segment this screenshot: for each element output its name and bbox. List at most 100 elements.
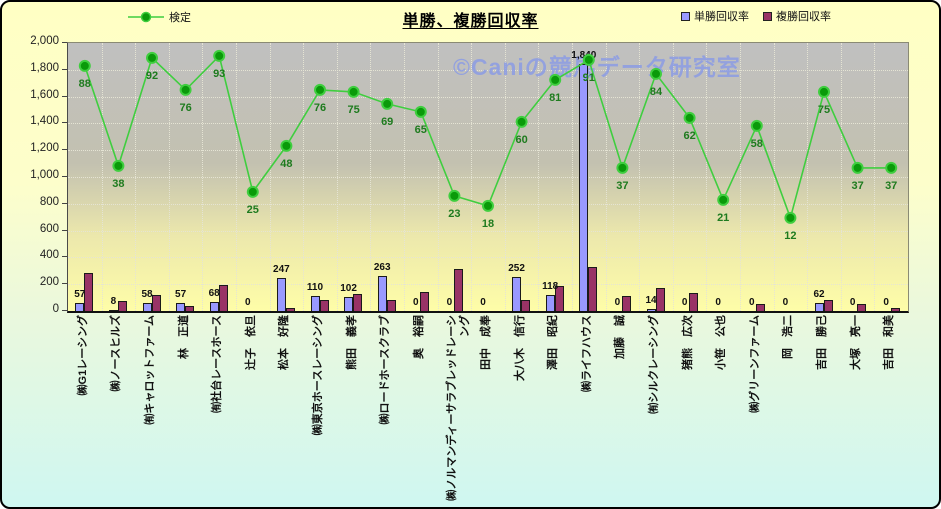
x-axis-label: 澤田 昭紀 xyxy=(547,315,560,370)
line-value-label: 84 xyxy=(650,86,663,98)
y-axis-label: 1,200 xyxy=(30,142,59,155)
y-axis-tick xyxy=(62,229,67,231)
line-value-label: 21 xyxy=(717,212,729,224)
x-axis-label: ㈲社台レースホース xyxy=(211,315,224,413)
line-point xyxy=(515,115,528,128)
y-axis-tick xyxy=(62,42,67,43)
line-point xyxy=(650,67,662,80)
h-gridline xyxy=(68,177,908,178)
bar-value-label: 14 xyxy=(645,295,657,307)
x-axis-label: 田中 成奉 xyxy=(480,315,492,370)
bar-value-label: 0 xyxy=(681,297,688,308)
bar-value-label: 57 xyxy=(74,289,86,301)
v-gridline xyxy=(672,43,674,311)
bar-value-label: 0 xyxy=(883,297,889,308)
y-axis-label: 1,400 xyxy=(30,115,59,128)
v-gridline xyxy=(370,43,372,311)
y-axis-label: 600 xyxy=(39,222,59,235)
x-axis-label: 辻子 依旦 xyxy=(244,315,257,370)
v-gridline xyxy=(706,43,708,311)
bar-place-rate xyxy=(319,300,329,311)
line-point xyxy=(146,51,158,64)
bar-win-rate xyxy=(545,295,555,311)
bar-value-label: 0 xyxy=(614,297,621,308)
bar-win-rate xyxy=(344,297,354,311)
v-gridline xyxy=(605,43,607,311)
legend-line-series: 検定 xyxy=(127,9,191,25)
bar-place-rate xyxy=(823,299,833,311)
line-point xyxy=(246,185,259,198)
line-point xyxy=(213,49,226,62)
bar-place-rate xyxy=(554,286,564,311)
y-axis-label: 1,600 xyxy=(30,88,59,101)
bar-win-rate xyxy=(176,303,186,311)
line-point xyxy=(112,159,125,172)
bar-win-rate xyxy=(579,64,589,311)
line-series-marker-icon xyxy=(128,11,164,23)
line-value-label: 76 xyxy=(314,102,326,114)
bar-value-label: 0 xyxy=(715,297,721,308)
y-axis-tick xyxy=(62,256,67,258)
line-value-label: 91 xyxy=(583,72,595,84)
line-point xyxy=(179,83,192,96)
y-axis-label: 1,000 xyxy=(30,169,59,181)
bar-value-label: 0 xyxy=(782,297,789,308)
line-value-label: 12 xyxy=(784,230,796,242)
line-value-label: 65 xyxy=(415,124,427,136)
line-value-label: 23 xyxy=(448,208,460,220)
x-axis-label: ㈱ノルマンディーサラブレッドレーシング xyxy=(446,315,472,501)
line-point xyxy=(347,85,360,98)
line-point xyxy=(616,161,629,174)
v-gridline xyxy=(471,43,473,311)
line-point xyxy=(717,193,730,206)
line-value-label: 93 xyxy=(213,68,225,80)
legend-win-rate: 単勝回収率 xyxy=(681,8,749,24)
x-axis-label: ㈲キャロットファーム xyxy=(144,315,156,425)
x-axis-label: 小笹 公也 xyxy=(715,315,728,370)
legend-place-rate: 複勝回収率 xyxy=(763,8,831,24)
bar-win-rate xyxy=(512,277,522,311)
line-value-label: 25 xyxy=(247,204,259,216)
v-gridline xyxy=(236,43,237,311)
line-point xyxy=(314,83,326,96)
v-gridline xyxy=(202,43,204,311)
v-gridline xyxy=(101,43,103,311)
line-point xyxy=(78,59,91,72)
bar-value-label: 57 xyxy=(175,289,187,301)
bar-value-label: 247 xyxy=(273,263,290,275)
line-point xyxy=(381,97,394,110)
line-value-label: 48 xyxy=(280,158,292,170)
bar-value-label: 102 xyxy=(340,283,357,295)
y-axis-label: 2,000 xyxy=(30,35,59,47)
bar-win-rate xyxy=(814,302,824,311)
chart-title: 単勝、複勝回収率 xyxy=(402,13,539,30)
bar-place-rate xyxy=(689,292,699,311)
x-axis-label: 猪熊 広次 xyxy=(681,315,694,370)
y-axis-label: 1,800 xyxy=(30,61,59,74)
bar-value-label: 0 xyxy=(749,297,755,308)
line-value-label: 58 xyxy=(751,138,763,150)
y-axis-label: 400 xyxy=(39,249,59,262)
bar-value-label: 0 xyxy=(413,297,419,308)
line-value-label: 81 xyxy=(549,92,561,104)
v-gridline xyxy=(773,43,775,311)
watermark: ©Caniの競馬データ研究室 xyxy=(453,54,741,80)
bar-win-rate xyxy=(142,303,152,311)
x-axis-label: ㈱東京ホースレーシング xyxy=(312,315,324,436)
line-point xyxy=(482,199,494,212)
line-point xyxy=(784,211,797,224)
line-value-label: 60 xyxy=(515,134,527,146)
x-axis-label: 奥 裕嗣 xyxy=(412,315,425,359)
bar-place-rate xyxy=(353,294,363,311)
bar-place-rate xyxy=(621,296,631,311)
v-gridline xyxy=(572,43,573,311)
line-value-label: 18 xyxy=(482,218,494,230)
x-axis-label: 林 正道 xyxy=(177,315,190,359)
v-gridline xyxy=(807,43,809,311)
v-gridline xyxy=(336,43,338,311)
line-point xyxy=(414,105,427,118)
bar-place-rate xyxy=(453,269,463,311)
x-axis-label: ㈲シルクレーシング xyxy=(648,315,660,414)
bar-win-rate xyxy=(75,303,85,311)
